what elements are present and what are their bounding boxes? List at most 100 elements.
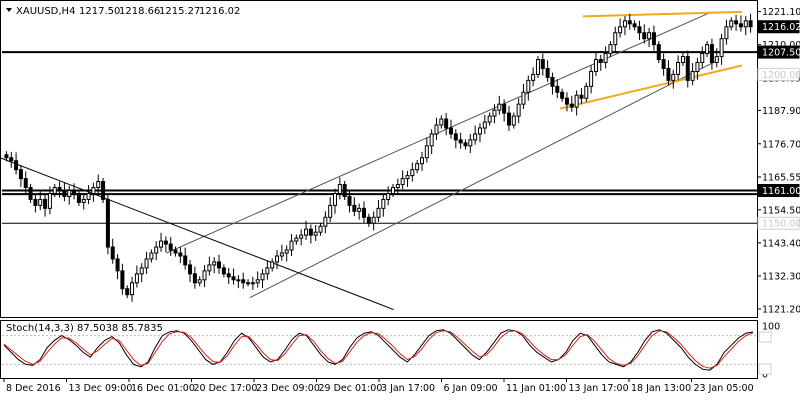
candle-bear [545,67,550,78]
candle-bull [622,20,627,28]
candle-bull [671,73,676,81]
candle-bear [76,192,81,203]
candle-bear [642,32,647,40]
candle-bull [67,189,72,197]
candle-bull [439,118,444,126]
candle-bull [719,38,724,58]
price-tick-label: 1132.30 [762,271,800,282]
candle-bull [376,207,381,218]
candle-bear [598,59,603,64]
candle-bull [139,267,144,275]
candle-bull [400,178,405,186]
candle-bull [255,279,260,284]
candle-bull [535,59,540,75]
candle-bear [72,189,77,194]
symbol-label: XAUUSD,H4 [16,6,75,17]
candle-bear [57,187,62,191]
candle-bear [550,76,555,87]
candle-bull [482,121,487,129]
candle-bear [105,198,110,248]
candle-bull [236,279,241,282]
candle-bear [33,198,38,206]
candle-bull [705,44,710,55]
high-value: 1218.66 [119,6,160,17]
candle-bull [304,228,309,236]
candle-bull [250,282,255,285]
candle-bull [323,216,328,227]
candle-bull [154,246,159,254]
time-tick-label: 29 Dec 01:00 [319,383,383,394]
candle-bull [618,26,623,34]
candle-bear [555,85,560,93]
time-tick-label: 13 Jan 17:00 [569,383,629,394]
wedge-top-line [582,10,742,18]
candle-bull [415,163,420,171]
price-tag-box [757,67,800,81]
candle-bear [734,20,739,25]
price-tag-label: 1150.00 [762,219,800,230]
candle-bull [593,59,598,72]
candle-bear [579,94,584,99]
candle-bear [656,44,661,61]
descending-line-line [0,157,394,311]
candle-bear [241,279,246,284]
stochastic-panel: Stoch(14,3,3) 87.5038 85.7835 100 0 [0,320,780,381]
close-value: 1216.02 [199,6,240,17]
time-tick-label: 13 Dec 09:00 [69,383,133,394]
candle-bear [560,91,565,99]
candle-bull [386,192,391,200]
candle-bull [91,187,96,194]
candle-bull [608,44,613,55]
candle-bull [144,258,149,269]
time-tick-label: 11 Jan 01:00 [506,383,566,394]
candle-bear [448,127,453,135]
candle-bear [506,112,511,126]
candle-bear [168,243,173,251]
candle-bear [347,195,352,206]
candle-bull [381,198,386,209]
candle-bull [405,175,410,180]
candle-bear [502,103,507,114]
candle-bull [357,207,362,212]
candle-bear [308,228,313,236]
candle-bull [265,267,270,275]
candle-bull [729,20,734,28]
candle-bear [666,67,671,81]
candle-bull [81,198,86,203]
candle-bull [212,261,217,266]
channel-upper-line [166,11,712,254]
candle-bull [207,264,212,272]
stochastic-tag-box [758,363,772,375]
price-tag-label: 1161.00 [762,186,800,197]
candle-bull [313,231,318,236]
price-tick-label: 1154.50 [762,205,800,216]
low-value: 1215.27 [159,6,200,17]
candle-bull [149,252,154,260]
candle-bull [419,157,424,165]
candle-bull [202,270,207,281]
candle-bull [130,282,135,296]
candle-bull [526,79,531,93]
candle-bear [221,267,226,275]
time-tick-label: 3 Jan 17:00 [381,383,435,394]
time-tick-label: 6 Jan 09:00 [444,383,498,394]
channel-lower-line [249,59,720,299]
candle-bull [487,115,492,123]
candle-bear [18,169,23,180]
candle-bear [231,276,236,281]
time-tick-label: 16 Dec 01:00 [131,383,195,394]
candle-bear [661,59,666,69]
wedge-bottom-line [559,64,743,110]
price-tick-label: 1176.70 [762,139,800,150]
candle-bull [477,127,482,135]
price-tag-box [757,20,800,34]
candle-bear [101,181,106,200]
candle-bear [463,142,468,147]
time-tick-label: 18 Jan 13:00 [631,383,691,394]
candle-bear [173,249,178,254]
candle-bull [410,169,415,177]
candle-bear [651,32,656,46]
candle-bull [429,133,434,147]
candle-bull [743,20,748,28]
candle-bull [676,62,681,75]
